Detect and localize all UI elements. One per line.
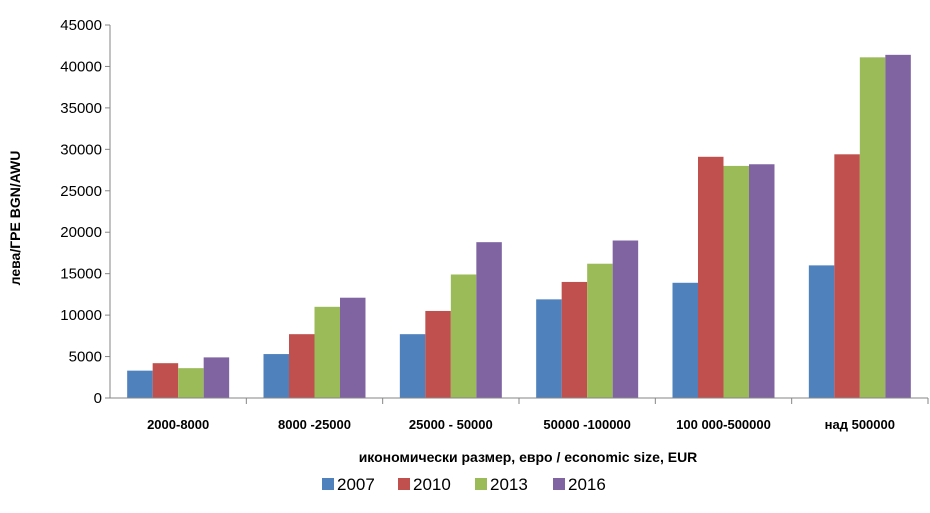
- bar-2013-4: [723, 165, 749, 398]
- bar-2013-1: [314, 306, 340, 398]
- bar-2010-4: [698, 156, 724, 398]
- y-tick-label: 10000: [60, 307, 102, 324]
- bar-2007-4: [672, 282, 698, 398]
- y-tick-label: 15000: [60, 266, 102, 283]
- bar-series: [127, 54, 911, 399]
- legend-swatch-2016: [553, 478, 565, 490]
- x-tick-label: 8000 -25000: [278, 417, 351, 432]
- bar-2010-5: [834, 154, 860, 398]
- legend-label-2007: 2007: [337, 475, 375, 494]
- bar-2010-1: [289, 334, 315, 398]
- legend: 2007 2010 2013 2016: [322, 475, 606, 494]
- x-tick-label: 100 000-500000: [676, 417, 771, 432]
- bar-2013-5: [859, 57, 886, 399]
- y-tick-label: 30000: [60, 141, 102, 158]
- bar-2007-2: [399, 334, 426, 398]
- y-tick-label: 5000: [69, 349, 102, 366]
- x-tick-label: 2000-8000: [147, 417, 209, 432]
- x-axis-ticks: 2000-8000 8000 -25000 25000 - 50000 50000 -…: [147, 398, 929, 432]
- y-tick-label: 0: [94, 390, 102, 407]
- x-tick-label: 50000 -100000: [543, 417, 630, 432]
- bar-2016-2: [476, 242, 502, 398]
- y-tick-label: 35000: [60, 100, 102, 117]
- legend-label-2016: 2016: [568, 475, 606, 494]
- y-tick-label: 45000: [60, 17, 102, 34]
- bar-2013-3: [587, 263, 613, 398]
- bar-2007-1: [263, 354, 289, 398]
- legend-swatch-2013: [475, 478, 487, 490]
- bar-2016-0: [203, 357, 230, 398]
- bar-2010-0: [152, 363, 179, 398]
- y-axis-title: лева/ГРЕ BGN/AWU: [7, 151, 23, 286]
- bar-2007-3: [536, 299, 562, 398]
- bar-2007-5: [808, 265, 835, 398]
- y-tick-label: 20000: [60, 224, 102, 241]
- legend-swatch-2007: [322, 478, 334, 490]
- bar-2007-0: [127, 370, 153, 398]
- legend-swatch-2010: [398, 478, 410, 490]
- bar-2013-0: [178, 368, 204, 398]
- bar-2016-4: [749, 164, 775, 398]
- bar-2010-3: [561, 281, 588, 398]
- x-axis-title: икономически размер, евро / economic siz…: [359, 449, 698, 465]
- legend-label-2010: 2010: [413, 475, 451, 494]
- y-tick-label: 40000: [60, 58, 102, 75]
- x-tick-label: над 500000: [825, 417, 895, 432]
- x-tick-label: 25000 - 50000: [409, 417, 493, 432]
- legend-label-2013: 2013: [490, 475, 528, 494]
- bar-2010-2: [425, 310, 451, 398]
- y-tick-label: 25000: [60, 183, 102, 200]
- bar-2013-2: [450, 274, 477, 398]
- bar-2016-3: [612, 240, 639, 398]
- y-axis-ticks: 0 5000 10000 15000 20000 25000 30000 35000 40000…: [60, 17, 110, 407]
- bar-2016-5: [885, 54, 911, 399]
- bar-2016-1: [340, 297, 366, 398]
